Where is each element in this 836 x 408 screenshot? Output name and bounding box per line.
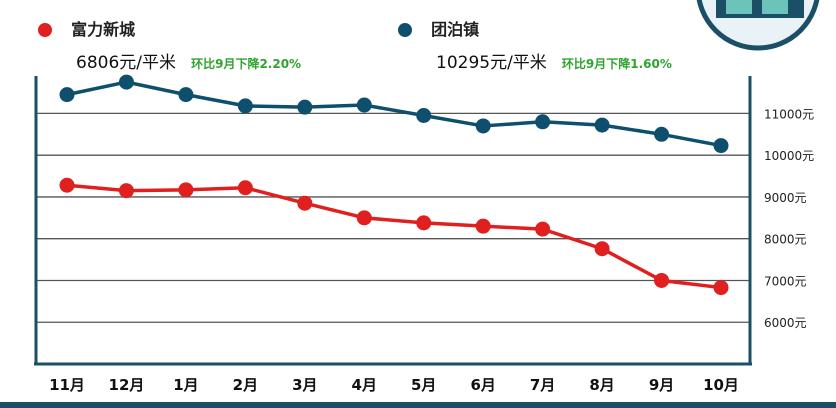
data-point bbox=[118, 74, 134, 90]
data-point bbox=[178, 182, 194, 198]
data-point bbox=[535, 221, 551, 237]
y-tick-label: 6000元 bbox=[764, 316, 807, 330]
data-point bbox=[59, 87, 75, 103]
legend-name: 富力新城 bbox=[71, 20, 136, 39]
y-tick-label: 10000元 bbox=[764, 149, 814, 163]
legend-series-b: 团泊镇 10295元/平米 环比9月下降1.60% bbox=[398, 16, 672, 73]
x-tick-label: 3月 bbox=[292, 376, 317, 394]
legend-price: 6806元/平米 bbox=[76, 53, 176, 73]
x-tick-label: 8月 bbox=[589, 376, 614, 394]
legend-price: 10295元/平米 bbox=[436, 53, 547, 73]
legend-series-a: 富力新城 6806元/平米 环比9月下降2.20% bbox=[38, 16, 301, 73]
data-point bbox=[654, 126, 670, 142]
data-point bbox=[475, 218, 491, 234]
data-point bbox=[713, 280, 729, 296]
x-tick-label: 9月 bbox=[649, 376, 674, 394]
x-tick-label: 2月 bbox=[233, 376, 258, 394]
blue-dot-icon bbox=[398, 23, 412, 37]
legend-change: 环比9月下降1.60% bbox=[561, 57, 672, 71]
data-point bbox=[416, 108, 432, 123]
x-tick-label: 6月 bbox=[470, 376, 495, 394]
y-tick-label: 7000元 bbox=[764, 274, 807, 288]
bottom-band bbox=[0, 402, 836, 408]
data-point bbox=[713, 138, 729, 154]
data-point bbox=[59, 177, 75, 193]
y-tick-label: 8000元 bbox=[764, 233, 807, 247]
legend-change: 环比9月下降2.20% bbox=[191, 57, 302, 71]
data-point bbox=[356, 210, 372, 226]
y-tick-label: 9000元 bbox=[764, 191, 807, 205]
x-tick-label: 10月 bbox=[703, 376, 739, 394]
data-point bbox=[356, 97, 372, 113]
data-point bbox=[416, 215, 432, 231]
y-tick-label: 11000元 bbox=[764, 107, 814, 121]
red-dot-icon bbox=[38, 23, 52, 37]
legend-name: 团泊镇 bbox=[431, 20, 480, 39]
data-point bbox=[594, 117, 610, 133]
data-point bbox=[594, 241, 610, 257]
data-point bbox=[475, 118, 491, 134]
data-point bbox=[535, 114, 551, 130]
data-point bbox=[654, 272, 670, 288]
series-line bbox=[66, 183, 722, 290]
data-point bbox=[178, 87, 194, 103]
data-point bbox=[297, 195, 313, 211]
x-tick-label: 5月 bbox=[411, 376, 436, 394]
data-point bbox=[297, 99, 313, 115]
x-tick-label: 11月 bbox=[49, 376, 85, 394]
x-tick-label: 7月 bbox=[530, 376, 555, 394]
data-point bbox=[237, 180, 253, 196]
data-point bbox=[118, 183, 134, 199]
x-tick-label: 12月 bbox=[109, 376, 145, 394]
x-tick-label: 4月 bbox=[352, 376, 377, 394]
series-line bbox=[66, 80, 722, 148]
x-tick-label: 1月 bbox=[173, 376, 198, 394]
data-point bbox=[237, 98, 253, 114]
